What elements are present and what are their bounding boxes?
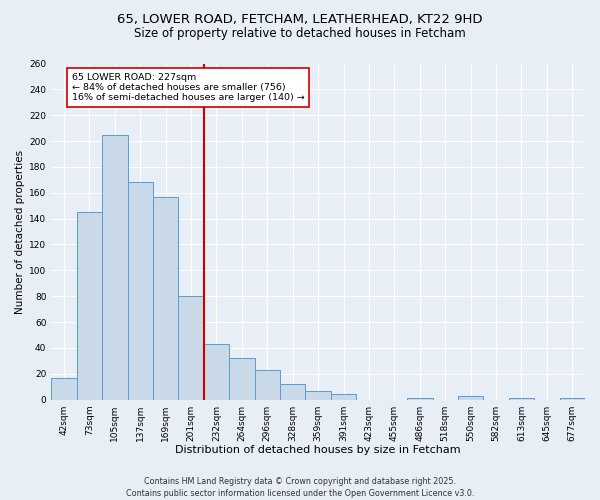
Text: Size of property relative to detached houses in Fetcham: Size of property relative to detached ho… (134, 28, 466, 40)
Bar (305, 390, 331, 400)
Bar (331, 394, 356, 400)
Bar (229, 358, 254, 400)
Bar (254, 370, 280, 400)
Bar (178, 296, 204, 400)
Bar (458, 396, 484, 400)
Bar (280, 384, 305, 400)
Bar (560, 398, 585, 400)
Bar (407, 398, 433, 400)
Bar (128, 182, 153, 400)
Bar (204, 344, 229, 400)
Text: 65, LOWER ROAD, FETCHAM, LEATHERHEAD, KT22 9HD: 65, LOWER ROAD, FETCHAM, LEATHERHEAD, KT… (117, 12, 483, 26)
Text: Contains HM Land Registry data © Crown copyright and database right 2025.
Contai: Contains HM Land Registry data © Crown c… (126, 476, 474, 498)
Bar (153, 196, 178, 400)
Text: 65 LOWER ROAD: 227sqm
← 84% of detached houses are smaller (756)
16% of semi-det: 65 LOWER ROAD: 227sqm ← 84% of detached … (71, 72, 304, 102)
Bar (77, 212, 102, 400)
X-axis label: Distribution of detached houses by size in Fetcham: Distribution of detached houses by size … (175, 445, 461, 455)
Bar (102, 134, 128, 400)
Bar (51, 378, 77, 400)
Bar (509, 398, 534, 400)
Y-axis label: Number of detached properties: Number of detached properties (15, 150, 25, 314)
